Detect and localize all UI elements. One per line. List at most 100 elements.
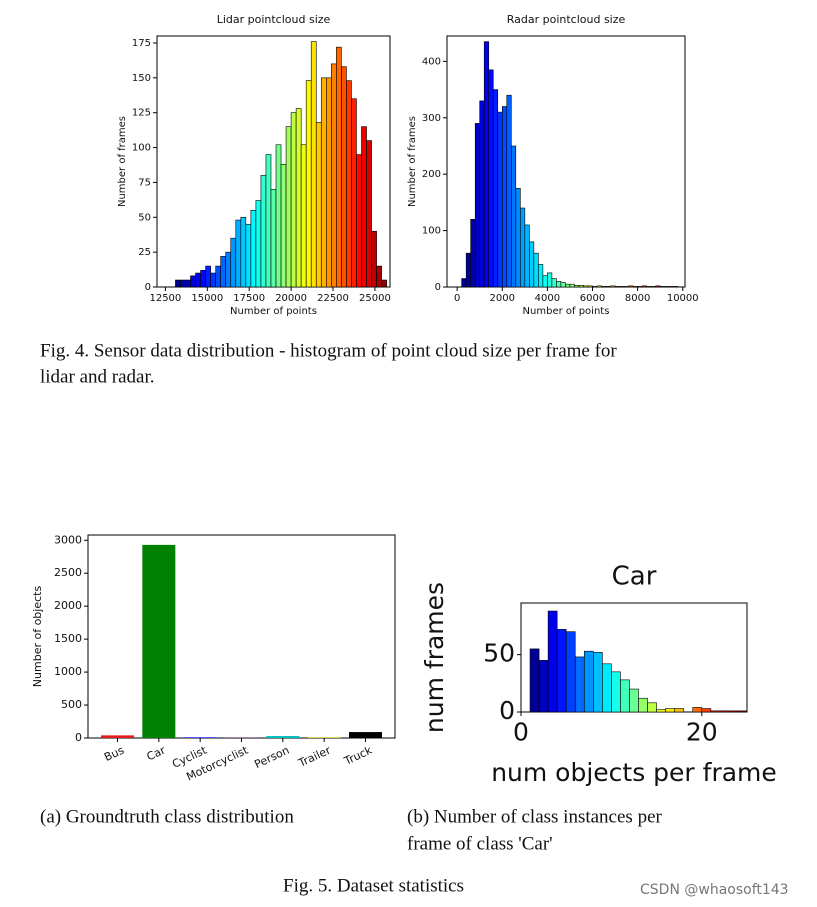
histogram-bar <box>533 252 539 288</box>
histogram-bar <box>637 286 643 288</box>
histogram-bar <box>556 281 562 288</box>
chart-title: Car <box>612 562 657 592</box>
y-tick-label: 100 <box>132 143 151 154</box>
fig4-caption: lidar and radar. <box>40 366 154 387</box>
histogram-bar <box>547 610 558 713</box>
histogram-bar <box>285 126 292 288</box>
histogram-bar <box>646 286 652 288</box>
y-tick-label: 3000 <box>54 533 82 546</box>
histogram-bar <box>479 100 485 288</box>
histogram-bar <box>647 702 657 713</box>
x-tick-label: 15000 <box>191 293 223 304</box>
bar <box>142 544 176 738</box>
histogram-bar <box>200 269 206 288</box>
histogram-bar <box>524 224 530 288</box>
fig5-caption: Fig. 5. Dataset statistics <box>283 875 464 896</box>
y-tick-label: 75 <box>138 177 151 188</box>
x-tick-label: Person <box>252 744 291 771</box>
histogram-bar <box>574 285 580 288</box>
histogram-bar <box>551 278 557 288</box>
histogram-bar <box>351 98 357 288</box>
x-tick-label: 6000 <box>580 293 605 304</box>
histogram-bar <box>737 710 748 713</box>
histogram-bar <box>346 80 352 288</box>
histogram-bar <box>180 279 186 288</box>
y-tick-label: 0 <box>145 282 151 293</box>
bar <box>349 732 382 738</box>
histogram-bar <box>205 265 211 288</box>
histogram-bar <box>185 279 191 288</box>
histogram-bar <box>619 286 625 288</box>
histogram-bar <box>632 286 638 288</box>
histogram-bar <box>295 108 302 288</box>
watermark: CSDN @whaosoft143 <box>640 882 789 898</box>
histogram-bar <box>310 41 317 288</box>
bar <box>307 737 341 738</box>
histogram-bar <box>665 708 675 713</box>
fig5b-caption: (b) Number of class instances per <box>407 806 663 827</box>
histogram-bar <box>265 154 272 288</box>
histogram-bar <box>270 189 277 288</box>
histogram-bar <box>465 252 471 288</box>
histogram-bar <box>560 282 566 288</box>
bar <box>266 736 300 738</box>
x-tick-label: 0 <box>454 293 460 304</box>
histogram-bar <box>701 708 712 713</box>
histogram-bar <box>664 286 670 288</box>
histogram-bar <box>371 230 377 288</box>
y-tick-label: 2500 <box>54 566 82 579</box>
x-tick-label: Truck <box>341 743 374 768</box>
x-tick-label: Bus <box>102 744 126 764</box>
histogram-bar <box>230 237 237 288</box>
histogram-bar <box>659 286 665 288</box>
histogram-bar <box>611 671 621 713</box>
histogram-bar <box>656 709 666 713</box>
histogram-bar <box>605 286 611 288</box>
y-axis-label: Number of frames <box>407 116 418 207</box>
y-tick-label: 175 <box>132 38 151 49</box>
x-tick-label: 20 <box>686 718 718 747</box>
fig5a-caption: (a) Groundtruth class distribution <box>40 806 294 827</box>
histogram-bar <box>501 106 508 288</box>
histogram-bar <box>629 688 639 713</box>
fig4-caption: Fig. 4. Sensor data distribution - histo… <box>40 340 617 361</box>
x-axis-label: num objects per frame <box>491 758 777 787</box>
histogram-bar <box>569 283 575 288</box>
x-tick-label: Trailer <box>296 743 333 770</box>
histogram-bar <box>331 63 337 288</box>
histogram-bar <box>341 66 347 288</box>
y-tick-label: 200 <box>422 169 441 180</box>
x-tick-label: 22500 <box>317 293 349 304</box>
histogram-bar <box>728 710 739 713</box>
histogram-bar <box>574 656 585 713</box>
histogram-bar <box>210 272 216 288</box>
x-tick-label: Car <box>145 743 168 763</box>
y-tick-label: 100 <box>422 226 441 237</box>
histogram-bar <box>361 126 367 288</box>
x-tick-label: 0 <box>513 718 529 747</box>
histogram-bar <box>610 285 616 288</box>
histogram-bar <box>673 286 679 288</box>
histogram-bar <box>628 285 634 288</box>
histogram-bar <box>565 631 576 713</box>
histogram-bar <box>565 283 571 288</box>
histogram-bar <box>602 663 612 713</box>
histogram-bar <box>583 285 589 288</box>
histogram-bar <box>315 122 322 288</box>
histogram-bar <box>255 200 262 288</box>
x-axis-label: Number of points <box>523 306 610 317</box>
y-tick-label: 1500 <box>54 632 82 645</box>
y-tick-label: 50 <box>483 639 515 668</box>
histogram-bar <box>470 219 476 288</box>
histogram-bar <box>547 272 553 288</box>
histogram-bar <box>215 265 221 288</box>
histogram-bar <box>240 216 247 288</box>
bar <box>183 737 217 738</box>
histogram-bar <box>529 241 535 288</box>
histogram-bar <box>538 660 549 713</box>
histogram-bar <box>710 710 721 713</box>
histogram-bar <box>220 256 227 288</box>
histogram-bar <box>326 77 332 288</box>
